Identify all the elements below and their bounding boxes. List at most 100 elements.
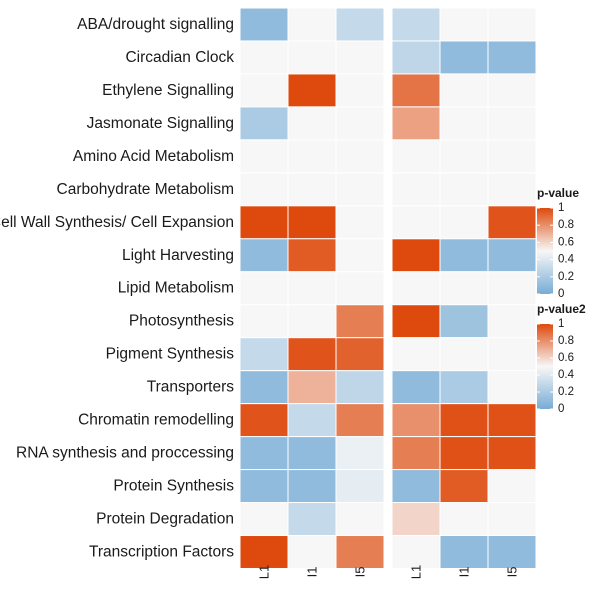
heatmap-cell	[335, 436, 385, 471]
heatmap-cell	[239, 403, 289, 438]
heatmap-cell	[335, 139, 385, 174]
legend-tick-label: 0.4	[558, 369, 575, 381]
heatmap-cell	[239, 535, 289, 569]
heatmap-cell	[439, 73, 489, 108]
row-label: Carbohydrate Metabolism	[57, 181, 234, 198]
heatmap-cell	[391, 106, 441, 141]
row-label: Protein Synthesis	[113, 478, 234, 495]
heatmap-cell	[239, 205, 289, 240]
heatmap-cell	[391, 337, 441, 372]
legend-tick-label: 0.2	[558, 386, 574, 398]
heatmap-cell	[335, 271, 385, 306]
heatmap-cell	[287, 469, 337, 504]
heatmap-cell	[487, 172, 537, 207]
heatmap-cell	[335, 7, 385, 42]
heatmap-cell	[487, 40, 537, 75]
heatmap-cell	[487, 73, 537, 108]
heatmap-cell	[287, 106, 337, 141]
heatmap-cell	[439, 271, 489, 306]
heatmap-cell	[239, 469, 289, 504]
row-label: ABA/drought signalling	[77, 16, 234, 33]
row-label: Protein Degradation	[96, 511, 234, 528]
heatmap-cell	[239, 73, 289, 108]
heatmap-cell	[239, 370, 289, 405]
heatmap-cell	[391, 172, 441, 207]
heatmap-cell	[439, 106, 489, 141]
legend-tick-label: 0.8	[558, 219, 574, 231]
heatmap-cell	[439, 403, 489, 438]
heatmap-cell	[335, 304, 385, 339]
heatmap-cell	[287, 337, 337, 372]
legend-tick-label: 0.2	[558, 271, 574, 283]
heatmap-cell	[439, 172, 489, 207]
heatmap-cell	[287, 139, 337, 174]
heatmap-cell	[439, 436, 489, 471]
heatmap-cell	[287, 73, 337, 108]
heatmap-cell	[391, 238, 441, 273]
heatmap-cell	[487, 436, 537, 471]
heatmap-cell	[487, 337, 537, 372]
heatmap-cell	[487, 106, 537, 141]
heatmap-cell	[335, 469, 385, 504]
row-label: Transporters	[147, 379, 235, 396]
heatmap-cell	[391, 40, 441, 75]
heatmap-cell	[439, 370, 489, 405]
heatmap-cell	[439, 502, 489, 537]
heatmap-cell	[391, 370, 441, 405]
heatmap-cell	[487, 7, 537, 42]
heatmap-cell	[391, 436, 441, 471]
column-label: I5	[353, 567, 368, 578]
heatmap-cell	[239, 502, 289, 537]
heatmap-cell	[335, 337, 385, 372]
legend-tick-label: 0.6	[558, 352, 574, 364]
heatmap-cell	[287, 40, 337, 75]
heatmap-cell	[439, 205, 489, 240]
legend-title: p-value2	[537, 302, 586, 316]
heatmap-cell	[487, 139, 537, 174]
heatmap-cell	[287, 7, 337, 42]
heatmap-cell	[287, 304, 337, 339]
heatmap-cell	[239, 7, 289, 42]
row-label: Cell Wall Synthesis/ Cell Expansion	[0, 214, 234, 231]
heatmap-cell	[335, 535, 385, 569]
legend-tick-label: 0.4	[558, 254, 575, 266]
heatmap-cell	[487, 304, 537, 339]
heatmap-cell	[487, 469, 537, 504]
column-label: I1	[305, 567, 320, 578]
heatmap-cell	[335, 370, 385, 405]
heatmap-cell	[391, 73, 441, 108]
row-label: Jasmonate Signalling	[87, 115, 234, 132]
heatmap-cell	[335, 106, 385, 141]
column-label: I5	[505, 567, 520, 578]
heatmap-cell	[487, 205, 537, 240]
row-label: Amino Acid Metabolism	[73, 148, 234, 165]
legend-tick-label: 0.6	[558, 236, 574, 248]
heatmap-cell	[391, 304, 441, 339]
row-label: Light Harvesting	[122, 247, 234, 264]
column-labels: L1 I1 I5 L1 I1 I5	[257, 565, 520, 579]
heatmap-cell	[391, 139, 441, 174]
heatmap-cell	[487, 502, 537, 537]
heatmap-cell	[287, 535, 337, 569]
heatmap-cell	[239, 271, 289, 306]
heatmap-cell	[439, 535, 489, 569]
heatmap-cell	[335, 403, 385, 438]
heatmap-cell	[391, 469, 441, 504]
row-label: Chromatin remodelling	[78, 412, 234, 429]
heatmap-cell	[335, 238, 385, 273]
row-label: Ethylene Signalling	[102, 82, 234, 99]
heatmap-cell	[439, 238, 489, 273]
column-label: I1	[457, 567, 472, 578]
heatmap-cell	[391, 403, 441, 438]
heatmap-cell	[287, 403, 337, 438]
heatmap-cell	[287, 238, 337, 273]
legend-tick-label: 0.8	[558, 335, 574, 347]
heatmap-cell	[391, 7, 441, 42]
heatmap-cell	[487, 271, 537, 306]
heatmap-cell	[287, 271, 337, 306]
heatmap-cell	[239, 436, 289, 471]
legend-title: p-value	[537, 186, 579, 200]
row-label: RNA synthesis and proccessing	[16, 445, 234, 462]
heatmap-cell	[487, 238, 537, 273]
